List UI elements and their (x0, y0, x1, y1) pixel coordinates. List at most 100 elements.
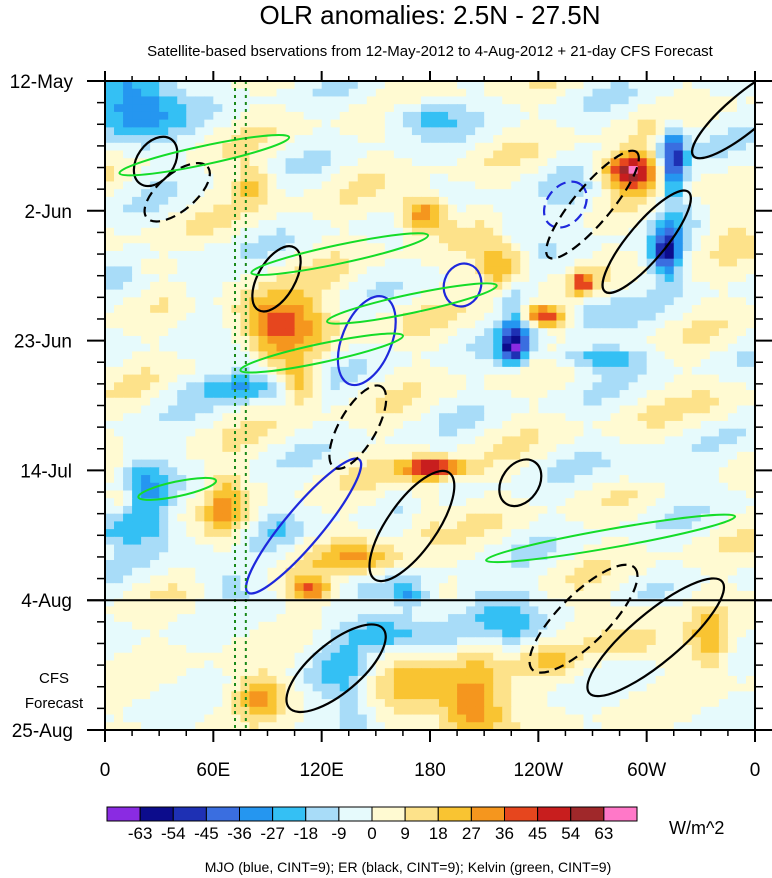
olr-cell (745, 366, 755, 376)
olr-cell (177, 382, 187, 391)
olr-cell (484, 606, 494, 615)
olr-cell (213, 181, 223, 190)
olr-cell (348, 544, 359, 553)
olr-cell (565, 150, 576, 159)
olr-cell (475, 428, 485, 438)
olr-cell (664, 305, 675, 314)
olr-cell (267, 297, 278, 306)
olr-cell (366, 204, 377, 213)
olr-cell (457, 158, 467, 167)
olr-cell (141, 544, 151, 553)
olr-cell (312, 614, 323, 623)
olr-cell (637, 274, 648, 283)
olr-cell (384, 366, 395, 376)
olr-cell (466, 598, 476, 607)
olr-cell (294, 552, 305, 561)
olr-cell (150, 150, 160, 159)
olr-cell (682, 243, 693, 252)
olr-cell (637, 150, 648, 159)
olr-cell (718, 351, 729, 360)
olr-cell (204, 343, 214, 353)
olr-cell (475, 312, 485, 322)
olr-cell (240, 405, 251, 414)
olr-cell (339, 81, 350, 90)
olr-cell (402, 165, 413, 175)
olr-cell (691, 436, 702, 445)
olr-cell (393, 150, 404, 159)
olr-cell (186, 274, 196, 283)
olr-cell (312, 420, 323, 430)
olr-cell (150, 289, 160, 298)
olr-cell (195, 498, 205, 507)
olr-cell (321, 181, 332, 190)
olr-cell (709, 165, 720, 175)
olr-cell (655, 96, 666, 105)
olr-cell (457, 366, 467, 376)
olr-cell (457, 444, 467, 453)
olr-cell (682, 96, 693, 105)
olr-cell (610, 397, 621, 407)
olr-cell (150, 413, 160, 422)
olr-cell (177, 258, 187, 268)
olr-cell (222, 575, 232, 584)
olr-cell (222, 220, 232, 229)
olr-cell (303, 220, 314, 229)
olr-cell (592, 243, 603, 252)
olr-cell (321, 529, 332, 538)
olr-cell (249, 111, 260, 121)
olr-cell (475, 343, 485, 353)
olr-cell (718, 482, 729, 492)
olr-cell (204, 150, 214, 159)
olr-cell (366, 397, 377, 407)
olr-cell (538, 374, 548, 383)
olr-cell (502, 173, 512, 183)
olr-cell (637, 420, 648, 430)
olr-cell (439, 305, 449, 314)
olr-cell (592, 142, 603, 152)
olr-cell (565, 343, 576, 353)
olr-cell (213, 590, 223, 600)
olr-cell (285, 312, 296, 322)
olr-cell (430, 606, 440, 615)
olr-cell (673, 575, 684, 584)
olr-cell (682, 158, 693, 167)
olr-cell (285, 111, 296, 121)
olr-cell (538, 529, 548, 538)
olr-cell (276, 96, 287, 105)
olr-cell (502, 590, 512, 600)
olr-cell (339, 305, 350, 314)
olr-cell (637, 243, 648, 252)
olr-cell (430, 513, 440, 522)
olr-cell (159, 181, 169, 190)
olr-cell (357, 552, 368, 561)
olr-cell (276, 606, 287, 615)
olr-cell (303, 529, 314, 538)
olr-cell (105, 390, 115, 399)
olr-cell (276, 390, 287, 399)
olr-cell (709, 81, 720, 90)
olr-cell (511, 96, 521, 105)
olr-cell (637, 505, 648, 515)
olr-cell (637, 583, 648, 592)
olr-cell (213, 81, 223, 90)
olr-cell (529, 428, 539, 438)
olr-cell (240, 374, 251, 383)
olr-cell (637, 281, 648, 291)
olr-cell (439, 390, 449, 399)
olr-cell (186, 142, 196, 152)
olr-cell (511, 274, 521, 283)
olr-cell (475, 490, 485, 499)
olr-cell (150, 227, 160, 237)
olr-cell (736, 196, 747, 206)
olr-cell (637, 382, 648, 391)
olr-cell (592, 235, 603, 244)
olr-cell (411, 173, 422, 183)
olr-cell (574, 289, 585, 298)
olr-cell (276, 305, 287, 314)
olr-cell (664, 328, 675, 337)
olr-cell (312, 560, 323, 569)
olr-cell (132, 490, 142, 499)
olr-cell (213, 482, 223, 492)
olr-cell (466, 158, 476, 167)
olr-cell (745, 451, 755, 461)
